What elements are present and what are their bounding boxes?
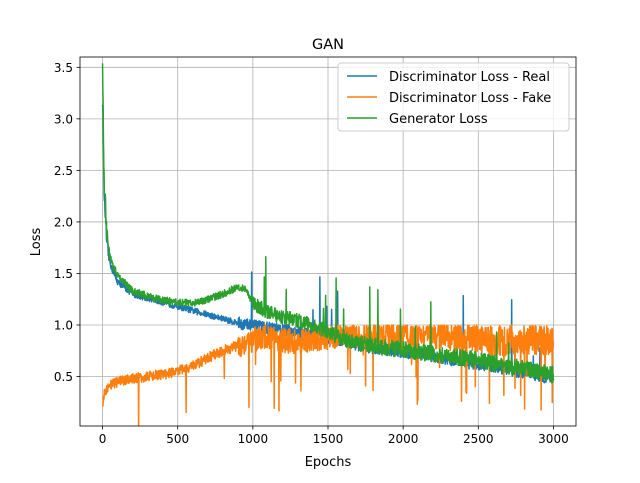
series-line-generator [101, 63, 555, 384]
x-axis-label: Epochs [305, 455, 352, 470]
x-tick-label: 1000 [238, 432, 269, 446]
y-tick-label: 2.5 [54, 164, 73, 178]
x-tick-label: 500 [166, 432, 189, 446]
y-tick-label: 3.0 [54, 112, 73, 126]
y-tick-label: 1.5 [54, 267, 73, 281]
chart-title: GAN [312, 37, 344, 53]
series-lines [101, 63, 555, 426]
legend: Discriminator Loss - Real Discriminator … [337, 62, 570, 132]
y-tick-label: 2.0 [54, 215, 73, 229]
y-tick-label: 3.5 [54, 61, 73, 75]
y-tick-label: 0.5 [54, 370, 73, 384]
y-axis-label: Loss [29, 228, 44, 257]
y-tick-label: 1.0 [54, 318, 73, 332]
legend-label-real: Discriminator Loss - Real [389, 70, 550, 85]
legend-frame [337, 62, 570, 132]
axis-ticks: 0 500 1000 1500 2000 2500 3000 0.5 1.0 1.5 2.0 2.5 3… [54, 61, 569, 446]
legend-label-generator: Generator Loss [389, 112, 488, 127]
legend-label-fake: Discriminator Loss - Fake [389, 91, 551, 106]
x-tick-label: 2000 [388, 432, 419, 446]
x-tick-label: 1500 [313, 432, 344, 446]
x-tick-label: 3000 [538, 432, 569, 446]
x-tick-label: 2500 [463, 432, 494, 446]
x-tick-label: 0 [99, 432, 107, 446]
